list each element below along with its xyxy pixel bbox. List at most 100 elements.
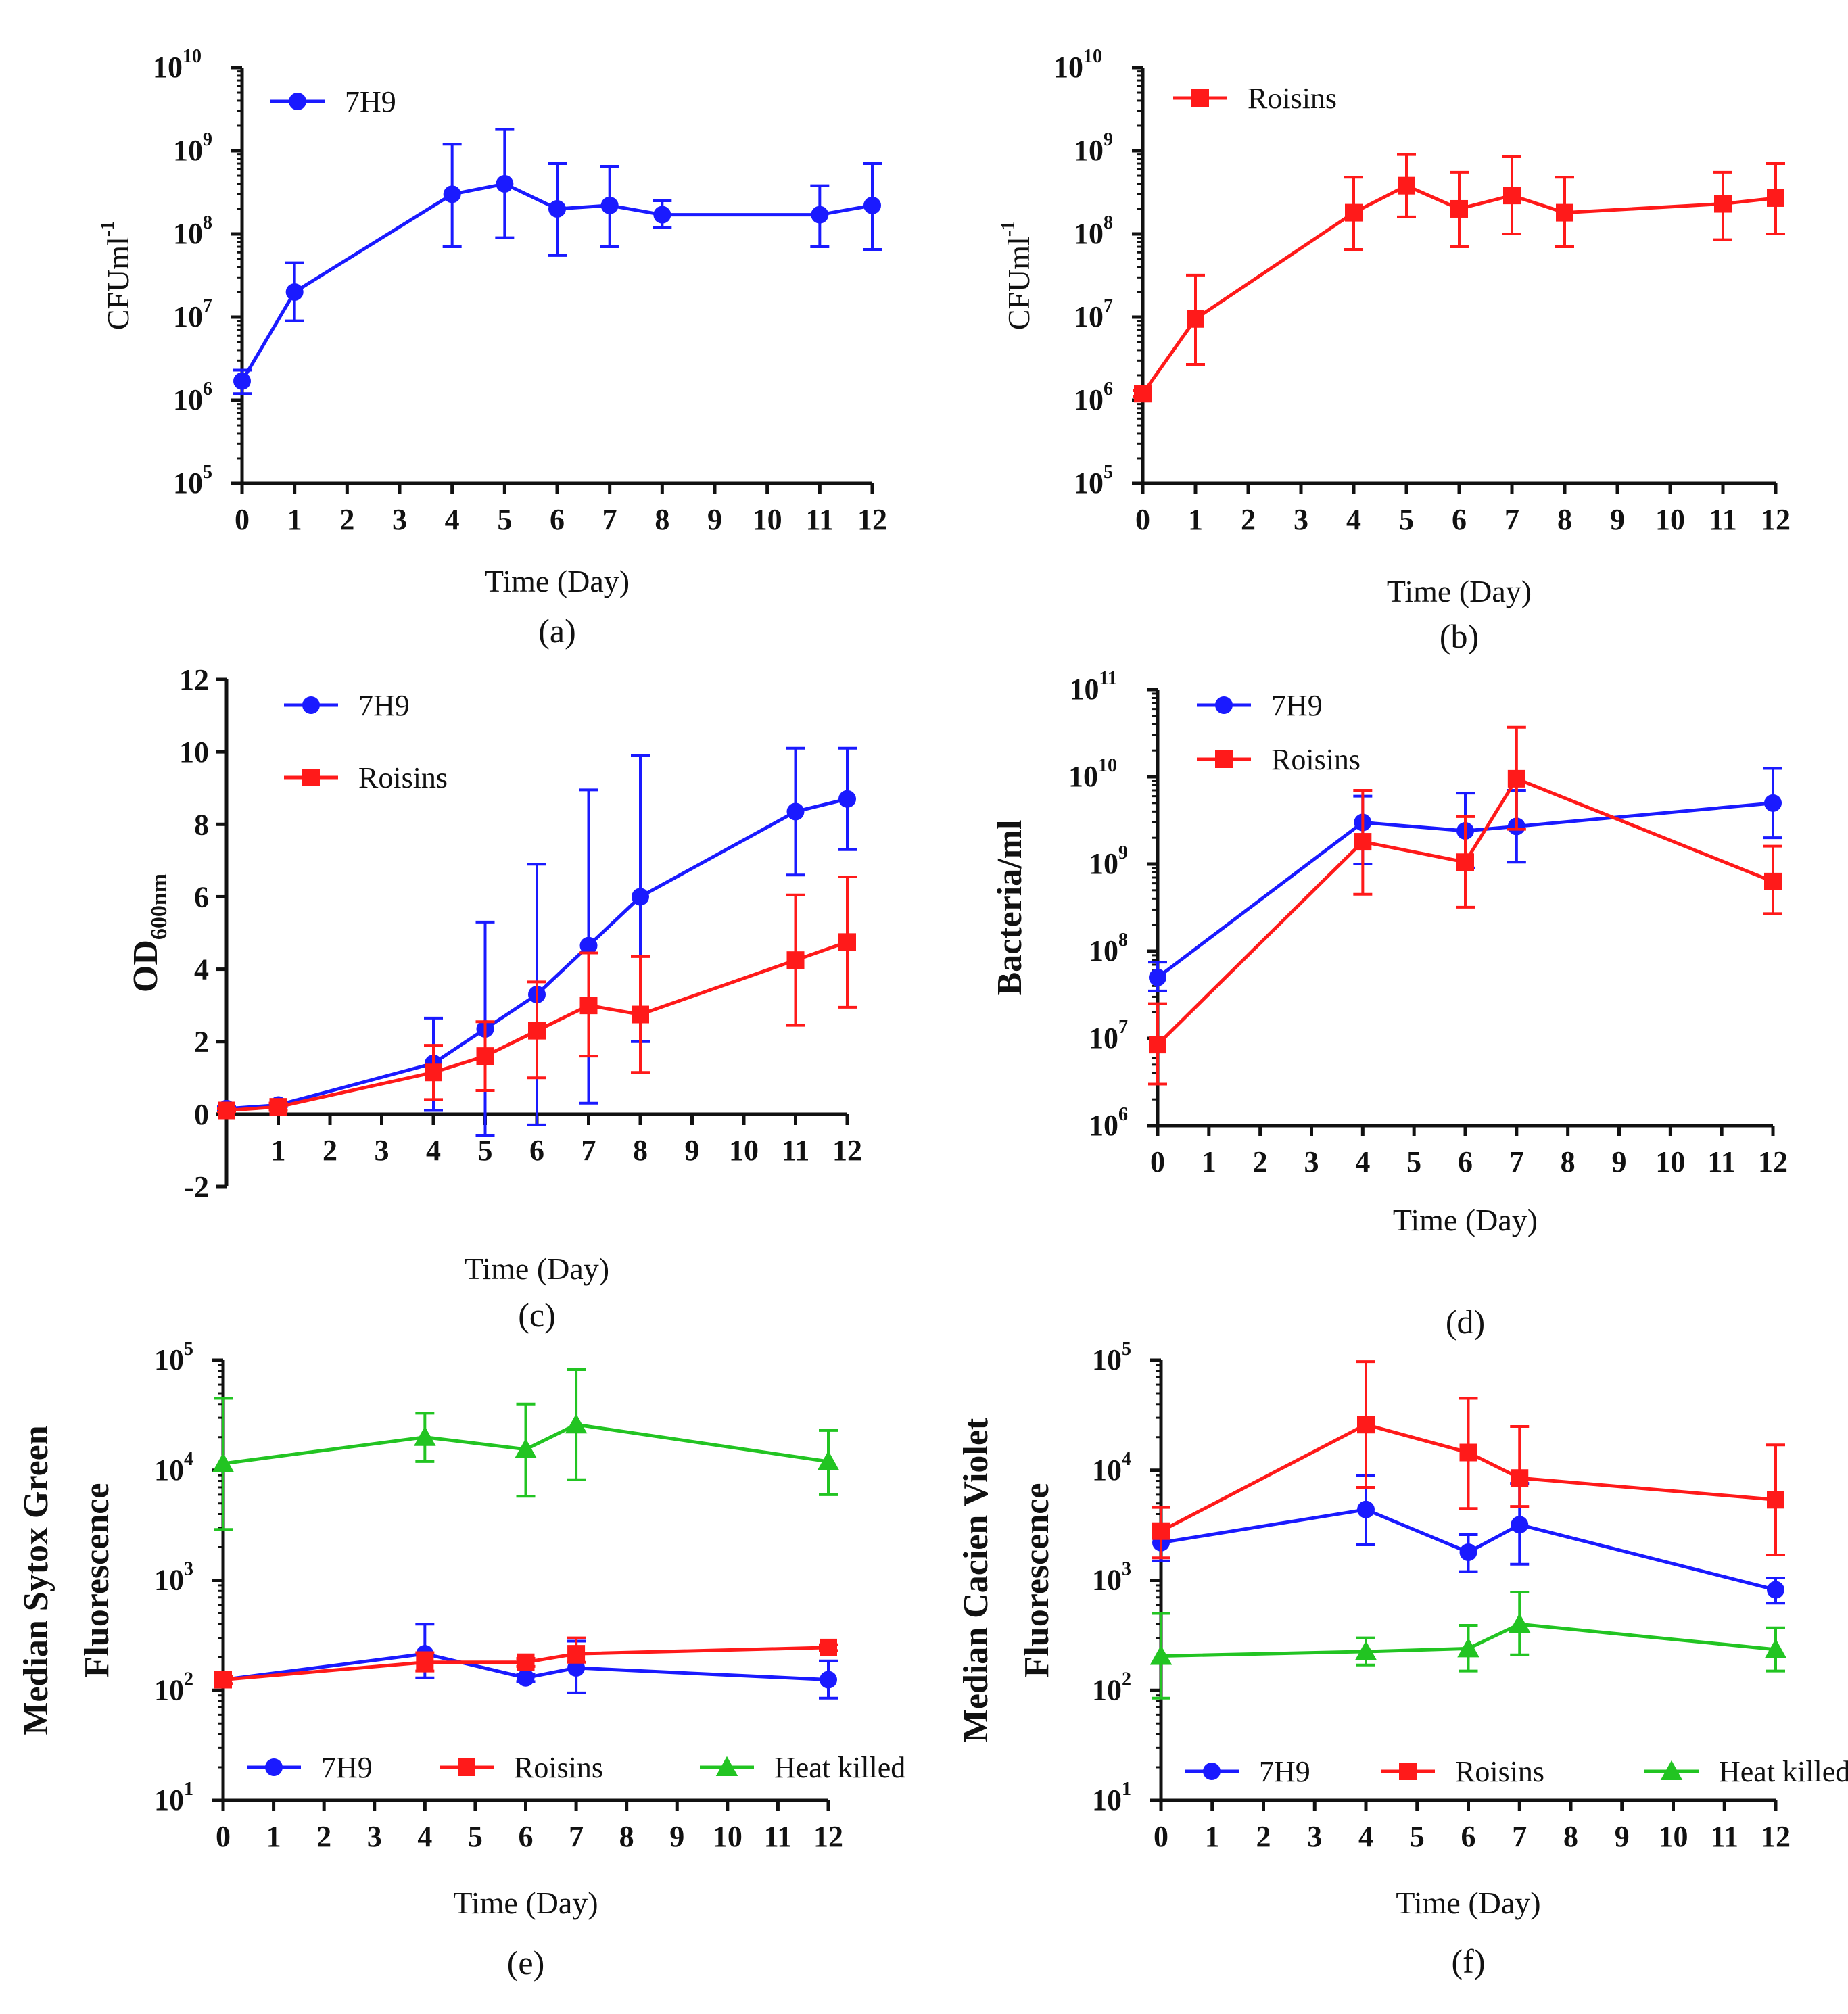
y-tick-label: 104 [154, 1449, 193, 1487]
legend-marker [265, 1758, 283, 1776]
x-tick-label: 7 [569, 1820, 584, 1853]
x-tick-label: 11 [1709, 503, 1737, 536]
square-data-point [517, 1653, 535, 1671]
x-tick-label: 11 [764, 1820, 792, 1853]
y-axis-title: Median Sytox Green [17, 1425, 55, 1735]
x-tick-label: 6 [519, 1820, 534, 1853]
square-data-point [1357, 1416, 1375, 1434]
y-tick-label: 105 [154, 1339, 193, 1376]
x-tick-label: 2 [1256, 1820, 1271, 1853]
circle-data-point [838, 790, 856, 808]
x-tick-label: 8 [1557, 503, 1572, 536]
x-tick-label: 6 [1461, 1820, 1476, 1853]
x-tick-label: 4 [417, 1820, 432, 1853]
panel-label: (a) [538, 612, 576, 650]
legend-label: Roisins [1455, 1755, 1544, 1788]
y-tick-exponent: 10 [1083, 46, 1102, 67]
x-tick-label: 6 [1458, 1145, 1473, 1178]
x-tick-label: 4 [1346, 503, 1361, 536]
y-tick-exponent: 1 [184, 1779, 193, 1800]
legend: Roisins [1173, 82, 1337, 115]
y-axis-title-subscript: 600nm [147, 873, 172, 940]
y-tick-label: 2 [194, 1026, 209, 1059]
y-tick-label: 8 [194, 808, 209, 841]
x-tick-label: 9 [1612, 1145, 1627, 1178]
x-tick-label: 9 [685, 1134, 700, 1167]
y-tick-label: 106 [173, 379, 212, 416]
x-tick-label: 1 [1188, 503, 1203, 536]
y-tick-label: 102 [154, 1669, 193, 1706]
y-tick-exponent: 10 [183, 46, 202, 67]
square-data-point [1354, 833, 1372, 851]
series-roisins [214, 1636, 838, 1689]
circle-data-point [1767, 1581, 1784, 1599]
y-tick-label: 1010 [153, 46, 202, 84]
y-tick-exponent: 5 [184, 1339, 193, 1360]
y-tick-label: 10 [179, 736, 209, 769]
y-tick-label: 107 [173, 295, 212, 333]
y-tick-label: -2 [184, 1170, 209, 1203]
y-tick-label: 104 [1092, 1449, 1131, 1487]
square-data-point [1507, 769, 1525, 788]
square-data-point [786, 951, 805, 969]
x-tick-label: 10 [1655, 1145, 1685, 1178]
square-data-point [1152, 1522, 1170, 1540]
circle-data-point [443, 185, 461, 203]
y-tick-exponent: 3 [184, 1559, 193, 1580]
panel-label: (d) [1446, 1303, 1485, 1341]
legend: 7H9 Roisins Heat killed [1185, 1755, 1848, 1788]
y-axis-title: CFUml-1 [998, 221, 1036, 330]
y-tick-exponent: 2 [1122, 1669, 1131, 1689]
x-tick-label: 10 [1655, 503, 1685, 536]
y-tick-label: 106 [1089, 1104, 1128, 1142]
y-tick-label: 102 [1092, 1669, 1131, 1706]
circle-data-point [632, 888, 649, 906]
x-axis-title: Time (Day) [485, 564, 630, 598]
series-7h9 [233, 128, 882, 395]
x-axis-title: Time (Day) [1387, 574, 1532, 608]
x-tick-label: 1 [266, 1820, 281, 1853]
circle-data-point [285, 283, 304, 301]
legend-label: Heat killed [774, 1751, 905, 1784]
panel-label: (f) [1452, 1942, 1486, 1980]
y-tick-exponent: 6 [1104, 379, 1113, 400]
y-axis-title-line2: Fluorescence [78, 1483, 116, 1678]
square-data-point [632, 1005, 649, 1024]
circle-data-point [579, 936, 598, 955]
x-tick-label: 0 [1154, 1820, 1168, 1853]
square-data-point [1503, 187, 1521, 205]
x-tick-label: 4 [1358, 1820, 1373, 1853]
triangle-data-point [1509, 1613, 1531, 1633]
series-roisins [217, 875, 857, 1120]
square-data-point [218, 1101, 235, 1120]
x-tick-label: 5 [1406, 1145, 1421, 1178]
legend-label: 7H9 [345, 85, 396, 118]
square-data-point [528, 1022, 546, 1040]
x-tick-label: 1 [1205, 1820, 1220, 1853]
x-tick-label: 11 [1710, 1820, 1738, 1853]
x-tick-label: 5 [497, 503, 512, 536]
y-tick-label: 12 [179, 663, 209, 696]
circle-data-point [496, 174, 514, 193]
x-tick-label: 3 [392, 503, 407, 536]
y-tick-label: 105 [173, 462, 212, 500]
y-tick-label: 106 [1074, 379, 1113, 416]
x-tick-label: 8 [619, 1820, 634, 1853]
x-tick-label: 6 [550, 503, 565, 536]
series-heat-killed [1150, 1591, 1787, 1700]
x-tick-label: 7 [1509, 1145, 1524, 1178]
square-data-point [1149, 1036, 1166, 1054]
legend-marker [1215, 750, 1233, 768]
x-tick-label: 7 [1512, 1820, 1527, 1853]
x-tick-label: 1 [1202, 1145, 1216, 1178]
circle-data-point [1459, 1543, 1477, 1561]
y-tick-exponent: 2 [184, 1669, 193, 1689]
x-tick-label: 1 [271, 1134, 286, 1167]
square-data-point [1134, 385, 1152, 403]
y-axis-title-superscript: -1 [97, 221, 118, 237]
x-tick-label: 2 [323, 1134, 337, 1167]
y-tick-exponent: 9 [1118, 842, 1128, 863]
y-tick-exponent: 3 [1122, 1559, 1131, 1580]
